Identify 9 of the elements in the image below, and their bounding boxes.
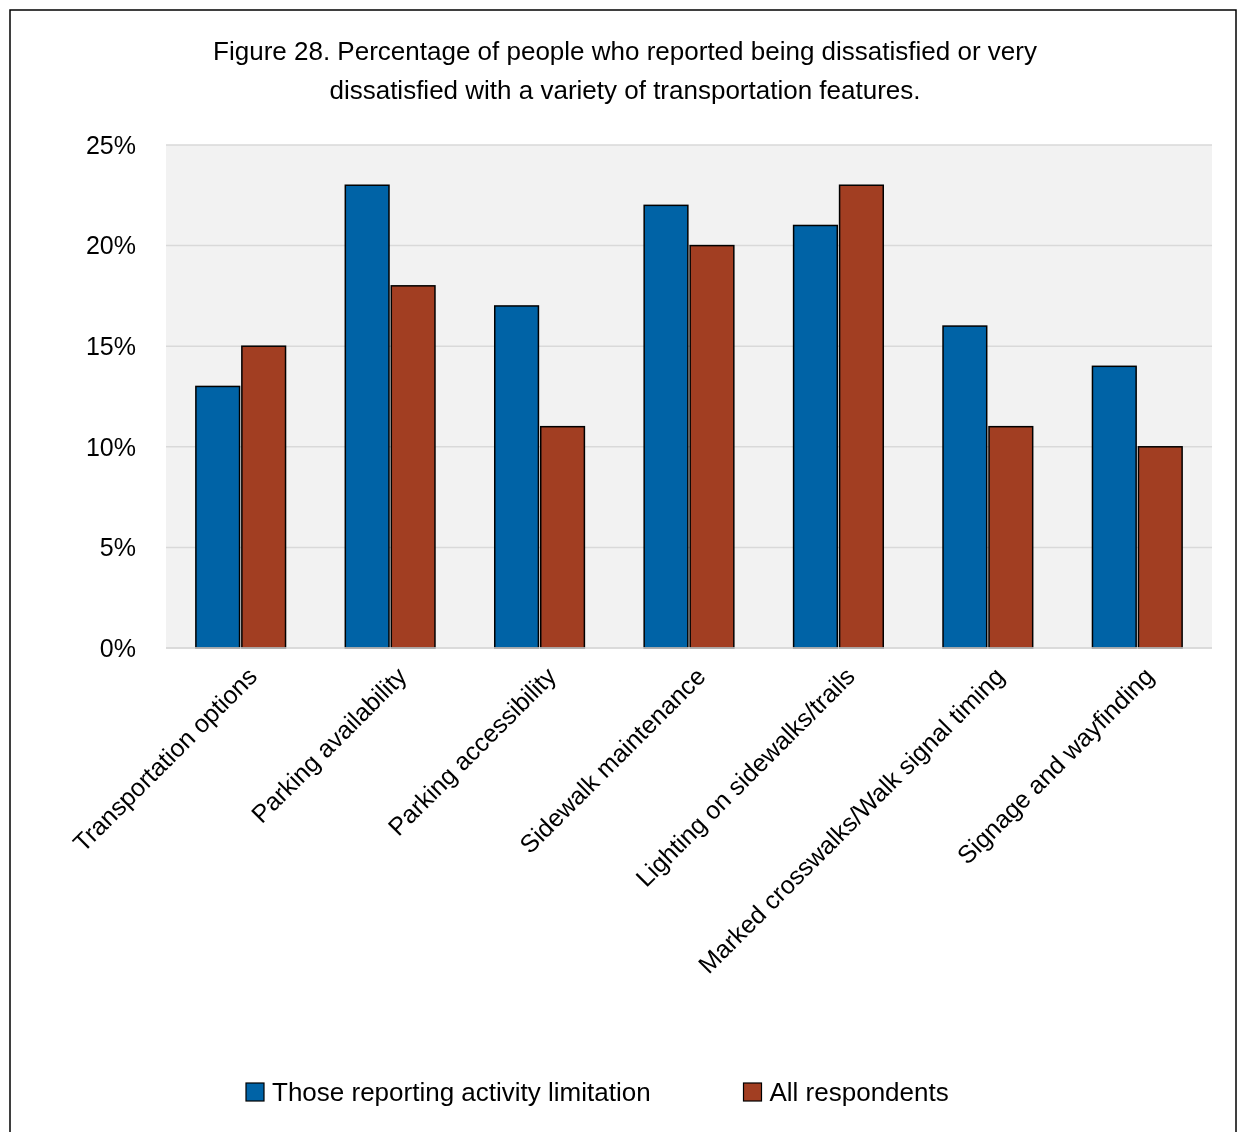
y-tick-label: 10% <box>85 432 136 461</box>
y-tick-label: 20% <box>85 231 136 260</box>
y-tick-label: 5% <box>99 533 136 562</box>
legend-label: All respondents <box>769 1077 949 1108</box>
y-tick-label: 0% <box>99 633 136 662</box>
y-tick-label: 15% <box>85 331 136 360</box>
legend-label: Those reporting activity limitation <box>272 1077 651 1108</box>
y-tick-label: 25% <box>85 130 136 159</box>
chart-title: Figure 28. Percentage of people who reported being dissatisfied or very dissatisfied with a variety of transportation features. <box>213 36 1037 105</box>
